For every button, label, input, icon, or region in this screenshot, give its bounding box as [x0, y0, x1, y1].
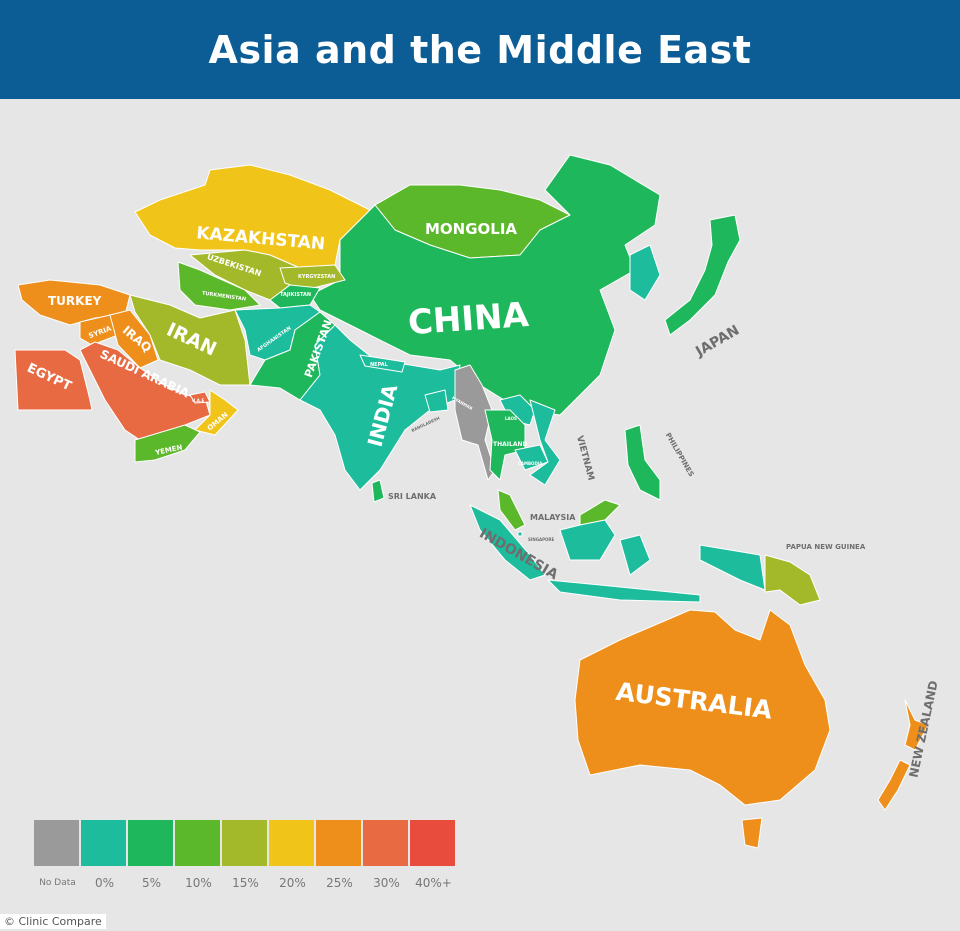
country-japan[interactable] [664, 214, 741, 336]
label-nepal: NEPAL [370, 362, 389, 368]
country-egypt[interactable] [14, 349, 93, 411]
country-yemen[interactable] [134, 424, 201, 463]
label-uae: U.A.E [192, 398, 204, 403]
country-philippines[interactable] [624, 424, 661, 501]
country-sri-lanka[interactable] [371, 479, 385, 503]
label-vietnam: VIETNAM [574, 435, 596, 482]
country-iran[interactable] [129, 294, 251, 386]
legend-label: 25% [326, 876, 353, 890]
label-cambodia: CAMBODIA [518, 461, 543, 466]
label-laos: LAOS [505, 416, 517, 421]
legend-swatch-no-data [34, 820, 79, 866]
legend-swatch-0 [81, 820, 126, 866]
country-new-zealand[interactable] [877, 699, 929, 811]
country-vietnam[interactable] [529, 399, 561, 486]
country-australia[interactable] [574, 609, 831, 849]
legend-label: 20% [279, 876, 306, 890]
legend-label: 10% [185, 876, 212, 890]
country-nepal[interactable] [359, 354, 406, 373]
legend-swatch-30 [363, 820, 408, 866]
country-oman[interactable] [194, 389, 239, 436]
legend-label: 40%+ [415, 876, 452, 890]
country-singapore[interactable] [517, 531, 523, 537]
country-tajikistan[interactable] [269, 284, 321, 309]
legend-label: No Data [39, 878, 76, 888]
title-banner: Asia and the Middle East [0, 0, 960, 99]
legend-labels: No Data 0% 5% 10% 15% 20% 25% 30% 40%+ [34, 876, 457, 890]
label-singapore: SINGAPORE [528, 537, 555, 542]
country-papua-new-guinea[interactable] [764, 554, 821, 606]
legend-swatch-20 [269, 820, 314, 866]
legend [34, 820, 457, 866]
label-china: CHINA [407, 295, 531, 343]
country-malaysia[interactable] [497, 489, 621, 531]
country-syria[interactable] [79, 314, 119, 346]
country-bangladesh[interactable] [424, 389, 449, 413]
legend-swatch-10 [175, 820, 220, 866]
legend-swatch-25 [316, 820, 361, 866]
label-papua-new-guinea: PAPUA NEW GUINEA [786, 543, 866, 551]
legend-label: 0% [94, 876, 115, 890]
label-tajikistan: TAJIKISTAN [280, 292, 311, 298]
country-korea[interactable] [629, 244, 661, 301]
legend-label: 5% [141, 876, 162, 890]
country-indonesia[interactable] [469, 504, 766, 603]
page-title: Asia and the Middle East [208, 27, 752, 72]
legend-swatch-40-plus [410, 820, 455, 866]
label-japan: JAPAN [692, 322, 742, 360]
label-thailand: THAILAND [493, 441, 527, 448]
label-malaysia: MALAYSIA [530, 513, 576, 522]
label-turkey: TURKEY [48, 294, 102, 308]
label-mongolia: MONGOLIA [425, 220, 517, 238]
label-philippines: PHILIPPINES [664, 432, 696, 479]
country-turkmenistan[interactable] [177, 261, 261, 311]
country-kyrgyzstan[interactable] [279, 264, 346, 291]
map: KAZAKHSTAN MONGOLIA CHINA UZBEKISTAN KYR… [14, 154, 941, 849]
label-kyrgyzstan: KYRGYZSTAN [298, 274, 335, 280]
label-sri-lanka: SRI LANKA [388, 492, 437, 501]
country-thailand[interactable] [484, 409, 526, 481]
legend-label: 15% [232, 876, 259, 890]
legend-swatch-15 [222, 820, 267, 866]
legend-swatch-5 [128, 820, 173, 866]
credit: © Clinic Compare [0, 914, 106, 929]
legend-label: 30% [373, 876, 400, 890]
country-iraq[interactable] [109, 309, 159, 369]
